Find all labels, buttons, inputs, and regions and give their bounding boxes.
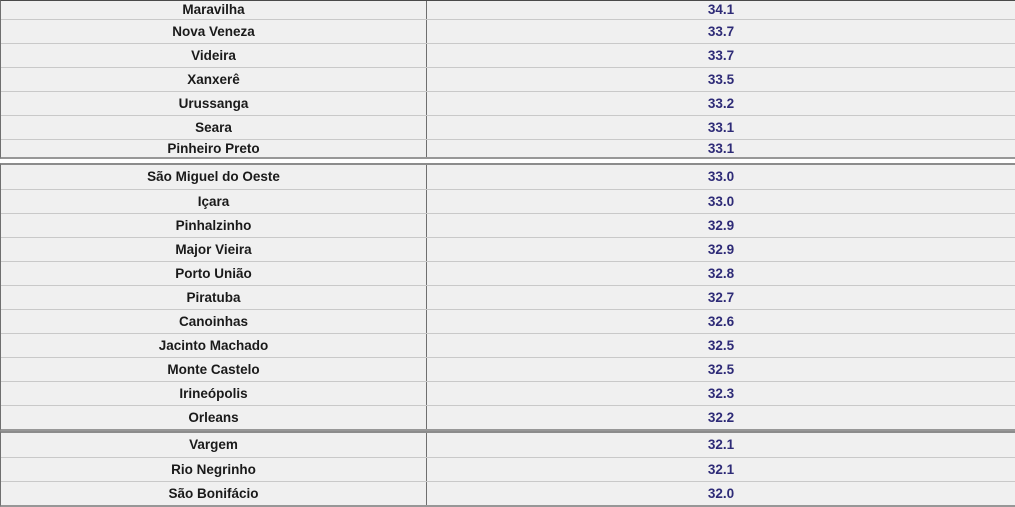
value-cell: 32.6 [707, 314, 735, 329]
municipality-cell: Piratuba [1, 286, 427, 309]
table-row: São Bonifácio 32.0 [1, 481, 1015, 505]
municipality-cell: Pinheiro Preto [1, 140, 427, 157]
municipality-cell: Canoinhas [1, 310, 427, 333]
value-cell: 32.9 [707, 242, 735, 257]
municipality-cell: Seara [1, 116, 427, 139]
municipality-cell: Orleans [1, 406, 427, 429]
value-cell: 33.1 [707, 120, 735, 135]
table-row: Major Vieira 32.9 [1, 237, 1015, 261]
table-section-2: São Miguel do Oeste 33.0 Içara 33.0 Pinhalzi… [0, 163, 1015, 431]
municipality-cell: Major Vieira [1, 238, 427, 261]
value-cell: 32.2 [707, 410, 735, 425]
municipality-cell: Vargem [1, 433, 427, 457]
table-row: Xanxerê 33.5 [1, 67, 1015, 91]
value-cell: 32.5 [707, 338, 735, 353]
municipality-cell: Rio Negrinho [1, 458, 427, 481]
municipality-cell: Urussanga [1, 92, 427, 115]
value-cell: 32.9 [707, 218, 735, 233]
value-cell: 32.1 [707, 438, 735, 452]
municipality-cell: São Miguel do Oeste [1, 165, 427, 189]
table-row: Pinhalzinho 32.9 [1, 213, 1015, 237]
table-row: Rio Negrinho 32.1 [1, 457, 1015, 481]
value-cell: 33.1 [707, 141, 735, 156]
municipality-cell: Porto União [1, 262, 427, 285]
table-row: Canoinhas 32.6 [1, 309, 1015, 333]
value-cell: 34.1 [707, 3, 735, 17]
value-cell: 33.0 [707, 194, 735, 209]
table-row: Vargem 32.1 [1, 433, 1015, 457]
value-cell: 33.2 [707, 96, 735, 111]
table-row: Seara 33.1 [1, 115, 1015, 139]
table-section-3: Vargem 32.1 Rio Negrinho 32.1 São Bonifácio 3… [0, 431, 1015, 507]
table-row: Urussanga 33.2 [1, 91, 1015, 115]
table-row: Videira 33.7 [1, 43, 1015, 67]
table-row: Monte Castelo 32.5 [1, 357, 1015, 381]
value-cell: 32.0 [707, 486, 735, 501]
municipality-cell: Pinhalzinho [1, 214, 427, 237]
table-section-1: Maravilha 34.1 Nova Veneza 33.7 Videira 33.7 X… [0, 0, 1015, 159]
municipality-cell: Jacinto Machado [1, 334, 427, 357]
municipality-cell: Nova Veneza [1, 20, 427, 43]
value-cell: 32.7 [707, 290, 735, 305]
table-row: Pinheiro Preto 33.1 [1, 139, 1015, 157]
table-row: Içara 33.0 [1, 189, 1015, 213]
table-row: Jacinto Machado 32.5 [1, 333, 1015, 357]
table-row: São Miguel do Oeste 33.0 [1, 165, 1015, 189]
table-row: Maravilha 34.1 [1, 1, 1015, 19]
value-cell: 33.7 [707, 24, 735, 39]
municipality-cell: Xanxerê [1, 68, 427, 91]
table-row: Piratuba 32.7 [1, 285, 1015, 309]
table-row: Orleans 32.2 [1, 405, 1015, 429]
municipality-cell: Videira [1, 44, 427, 67]
municipality-cell: Irineópolis [1, 382, 427, 405]
value-cell: 32.1 [707, 462, 735, 477]
table-row: Porto União 32.8 [1, 261, 1015, 285]
value-cell: 33.0 [707, 170, 735, 184]
municipality-cell: Monte Castelo [1, 358, 427, 381]
municipality-cell: São Bonifácio [1, 482, 427, 505]
value-cell: 33.7 [707, 48, 735, 63]
value-cell: 32.5 [707, 362, 735, 377]
municipality-cell: Maravilha [1, 1, 427, 19]
municipality-cell: Içara [1, 190, 427, 213]
value-cell: 33.5 [707, 72, 735, 87]
table-row: Irineópolis 32.3 [1, 381, 1015, 405]
value-cell: 32.8 [707, 266, 735, 281]
value-cell: 32.3 [707, 386, 735, 401]
table-row: Nova Veneza 33.7 [1, 19, 1015, 43]
